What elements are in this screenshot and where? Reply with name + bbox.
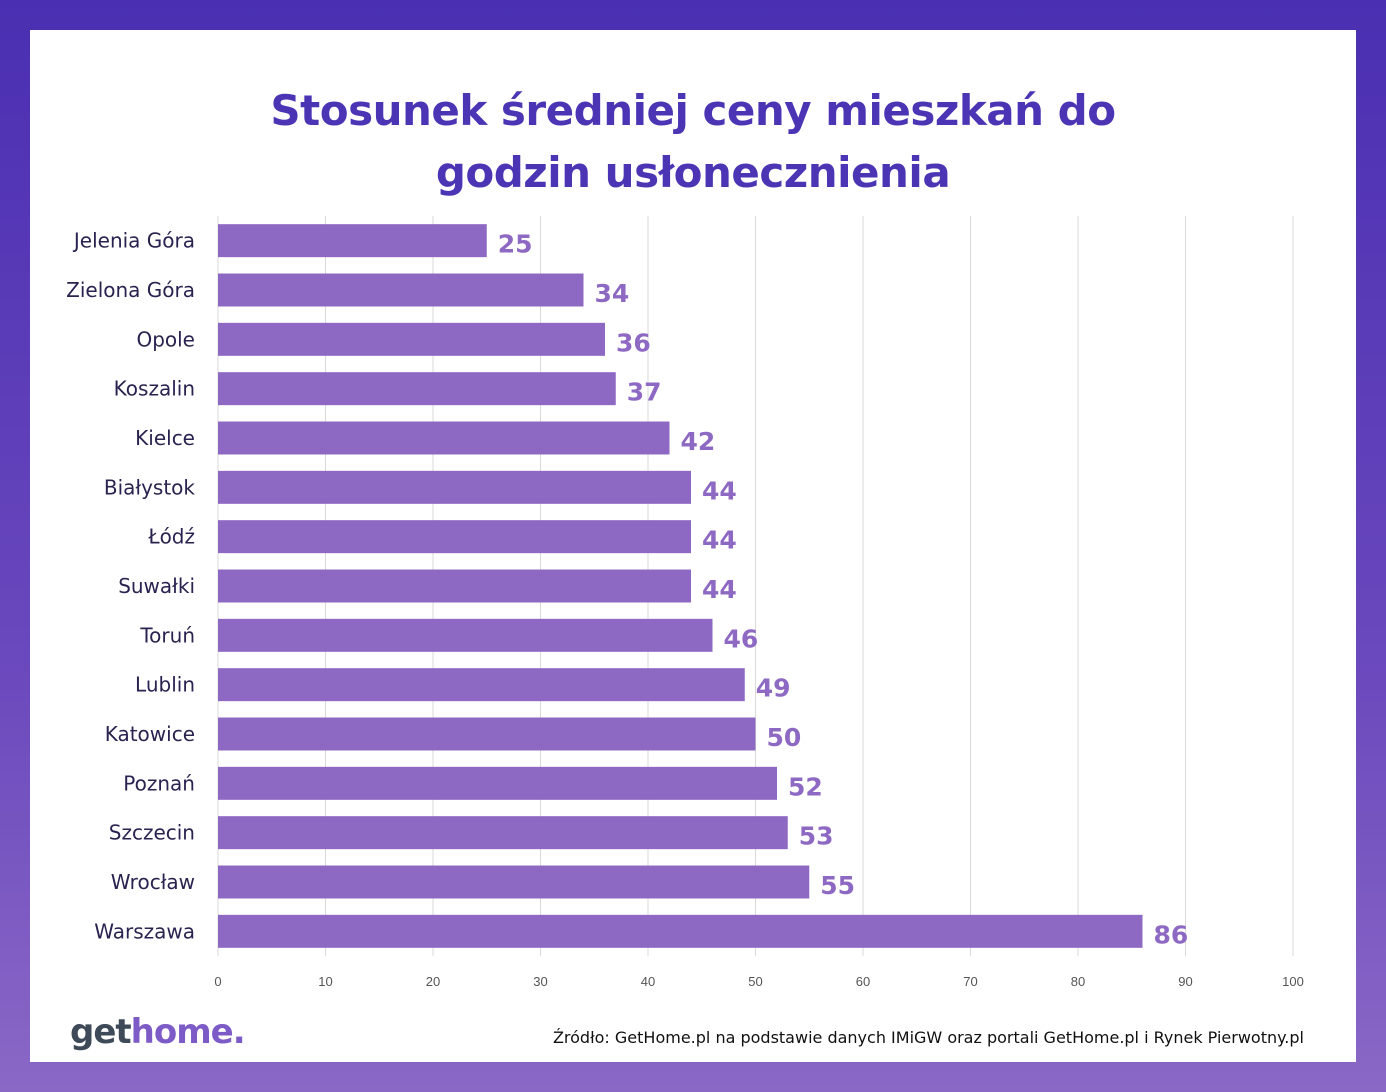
data-label: 49 [756,674,791,703]
logo-part-home: home. [130,1012,246,1052]
bar [218,273,584,307]
category-label: Warszawa [94,919,195,943]
logo-part-get: get [70,1012,132,1052]
x-tick-label: 100 [1282,974,1304,989]
x-tick-label: 30 [533,974,547,989]
bar [218,421,670,455]
data-label: 44 [702,575,737,604]
category-label: Białystok [104,475,196,499]
bar [218,224,487,258]
x-tick-label: 0 [214,974,221,989]
category-label: Toruń [139,623,195,647]
x-tick-label: 80 [1071,974,1085,989]
data-label: 55 [820,871,855,900]
category-label: Lublin [135,673,195,697]
x-tick-label: 70 [963,974,977,989]
data-label: 53 [799,822,834,851]
chart-title-line-2: godzin usłonecznienia [435,148,951,197]
data-label: 37 [627,378,662,407]
bar [218,520,691,554]
data-label: 44 [702,476,737,505]
data-label: 46 [724,624,759,653]
chart-title-line-1: Stosunek średniej ceny mieszkań do [270,86,1116,135]
source-note: Źródło: GetHome.pl na podstawie danych I… [552,1028,1304,1047]
bar [218,618,713,652]
x-tick-label: 20 [426,974,440,989]
chart-title: Stosunek średniej ceny mieszkań do godzi… [30,80,1356,204]
gethome-logo: gethome. [70,1012,246,1052]
data-label: 86 [1154,920,1189,949]
data-label: 36 [616,328,651,357]
bar [218,470,691,504]
bar-chart: 0 10 20 30 40 50 60 70 80 90 100 Jelenia Góra 25 Ziel… [66,216,1304,989]
data-label: 34 [595,279,630,308]
data-label: 25 [498,230,533,259]
x-tick-label: 10 [318,974,332,989]
category-label: Katowice [105,722,195,746]
data-label: 42 [681,427,716,456]
bar [218,865,810,899]
x-tick-label: 40 [641,974,655,989]
bar [218,717,756,751]
category-label: Kielce [135,426,195,450]
bar [218,668,745,702]
category-label: Suwałki [118,574,195,598]
category-label: Szczecin [109,821,195,845]
data-label: 52 [788,772,823,801]
bar [218,372,616,406]
x-tick-label: 90 [1178,974,1192,989]
bar [218,569,691,603]
category-label: Koszalin [114,377,195,401]
data-label: 44 [702,526,737,555]
category-label: Jelenia Góra [72,229,195,253]
bar [218,816,788,850]
x-tick-label: 50 [748,974,762,989]
bar [218,766,777,800]
bar [218,322,605,356]
data-label: 50 [767,723,802,752]
category-label: Wrocław [111,870,195,894]
category-label: Łódź [147,525,195,549]
category-label: Opole [136,327,195,351]
category-label: Poznań [123,771,195,795]
chart-card: Stosunek średniej ceny mieszkań do godzi… [30,30,1356,1062]
x-tick-label: 60 [856,974,870,989]
bar [218,914,1143,948]
category-label: Zielona Góra [66,278,195,302]
